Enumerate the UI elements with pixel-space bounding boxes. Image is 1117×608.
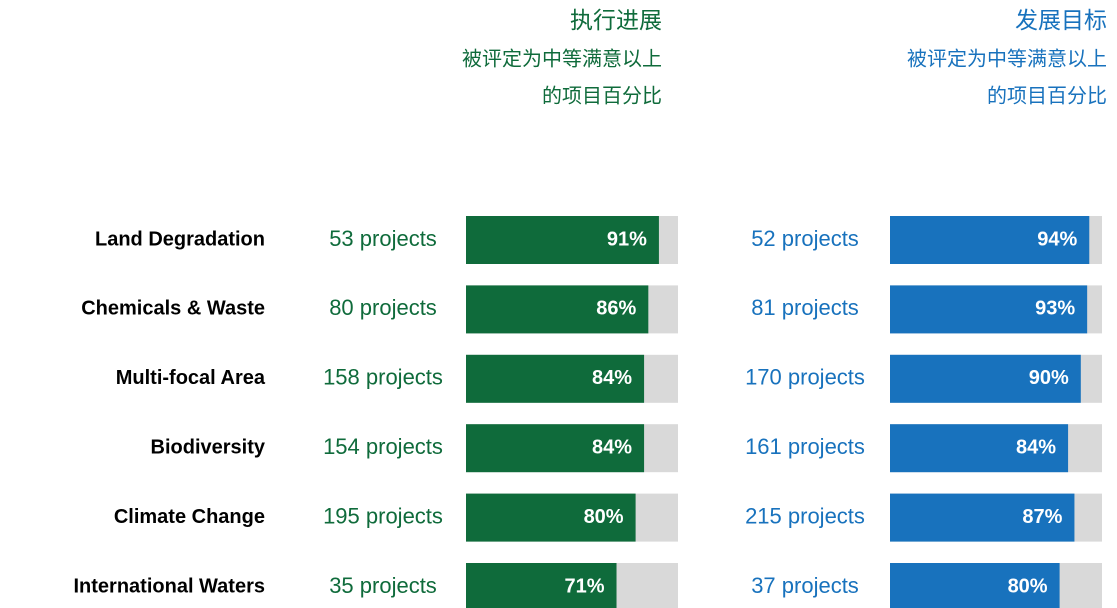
series-subtitle: 的项目百分比 <box>987 84 1107 108</box>
project-label: 53 projects <box>329 226 437 251</box>
category-label: Biodiversity <box>151 436 266 458</box>
project-label: 52 projects <box>751 226 859 251</box>
series-title: 发展目标 <box>1015 8 1107 34</box>
category-label: Land Degradation <box>95 228 265 250</box>
project-label: 35 projects <box>329 573 437 598</box>
series-subtitle: 被评定为中等满意以上 <box>462 47 662 71</box>
value-label: 71% <box>564 575 604 597</box>
value-label: 86% <box>596 298 636 320</box>
category-label: Multi-focal Area <box>116 367 266 389</box>
bar <box>890 285 1088 334</box>
bar <box>466 354 645 403</box>
project-label: 195 projects <box>323 503 443 528</box>
project-label: 158 projects <box>323 365 443 390</box>
project-label: 161 projects <box>745 434 865 459</box>
series-title: 执行进展 <box>570 8 662 34</box>
value-label: 91% <box>607 228 647 250</box>
bar <box>466 285 649 334</box>
value-label: 84% <box>592 436 632 458</box>
project-label: 81 projects <box>751 295 859 320</box>
project-label: 215 projects <box>745 503 865 528</box>
value-label: 94% <box>1037 228 1077 250</box>
bar <box>890 216 1090 264</box>
bar <box>890 354 1081 403</box>
category-label: International Waters <box>73 575 265 597</box>
project-label: 170 projects <box>745 365 865 390</box>
bar <box>890 424 1069 473</box>
value-label: 80% <box>584 506 624 528</box>
value-label: 84% <box>592 367 632 389</box>
value-label: 80% <box>1008 575 1048 597</box>
series-subtitle: 被评定为中等满意以上 <box>907 47 1107 71</box>
value-label: 90% <box>1029 367 1069 389</box>
bar <box>466 216 659 264</box>
project-label: 154 projects <box>323 434 443 459</box>
bar <box>466 424 645 473</box>
value-label: 84% <box>1016 436 1056 458</box>
bar <box>466 493 636 542</box>
value-label: 93% <box>1035 298 1075 320</box>
bar <box>466 563 617 608</box>
value-label: 87% <box>1022 506 1062 528</box>
bar <box>890 563 1060 608</box>
project-label: 37 projects <box>751 573 859 598</box>
category-label: Chemicals & Waste <box>81 298 265 320</box>
series-subtitle: 的项目百分比 <box>542 84 662 108</box>
category-label: Climate Change <box>114 506 265 528</box>
bar <box>890 493 1075 542</box>
project-label: 80 projects <box>329 295 437 320</box>
